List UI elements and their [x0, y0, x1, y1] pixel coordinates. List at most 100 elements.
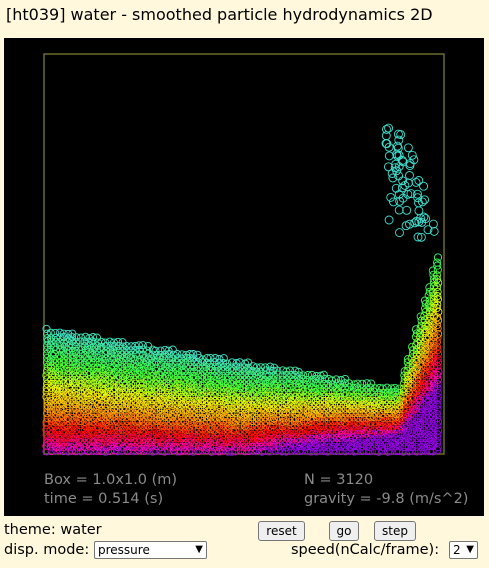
particle — [395, 404, 404, 413]
particle — [340, 379, 349, 388]
particle — [311, 439, 320, 448]
particle — [59, 329, 68, 338]
particle — [265, 447, 274, 456]
particle — [71, 426, 80, 435]
particle — [429, 430, 438, 439]
particle — [298, 426, 307, 435]
particle — [55, 443, 64, 452]
particle — [164, 346, 173, 355]
droplet — [393, 141, 402, 151]
particle — [302, 392, 311, 401]
particle — [152, 379, 161, 388]
particle — [345, 434, 354, 443]
particle — [147, 421, 156, 430]
particle — [261, 417, 270, 426]
particle — [399, 413, 408, 422]
droplet — [398, 193, 408, 203]
go-button[interactable]: go — [329, 521, 359, 541]
particle — [76, 413, 85, 422]
particle — [286, 366, 295, 375]
droplet — [393, 129, 403, 139]
particle — [114, 430, 123, 439]
particle — [302, 396, 311, 405]
particle — [131, 404, 140, 414]
particle — [88, 404, 98, 413]
particle — [63, 408, 72, 418]
particle — [185, 400, 194, 409]
particle — [222, 359, 232, 368]
particle — [248, 413, 257, 422]
particle — [164, 434, 173, 443]
particle — [42, 387, 51, 396]
particle — [92, 376, 101, 385]
particle — [358, 379, 367, 388]
particle — [390, 383, 399, 392]
particle — [211, 354, 220, 363]
particle — [63, 416, 72, 425]
particle — [265, 438, 274, 447]
particle — [433, 405, 442, 414]
particle — [71, 359, 80, 368]
particle — [231, 417, 240, 426]
particle — [88, 384, 97, 393]
droplet — [420, 195, 430, 205]
particle — [46, 358, 55, 367]
particle — [127, 380, 136, 389]
particle — [64, 376, 73, 385]
particle — [420, 443, 429, 452]
particle — [168, 438, 177, 447]
reset-button[interactable]: reset — [258, 521, 305, 541]
particle — [433, 292, 442, 301]
particle — [382, 383, 392, 392]
droplet — [423, 225, 433, 235]
droplet — [410, 218, 420, 228]
particle — [59, 438, 68, 447]
step-button[interactable]: step — [374, 521, 416, 541]
particle — [126, 388, 135, 397]
particle — [185, 371, 194, 381]
particle — [142, 346, 152, 355]
particle — [399, 397, 408, 406]
particle — [63, 421, 72, 430]
particle — [151, 363, 160, 372]
particle — [50, 363, 59, 372]
particle — [433, 300, 442, 309]
particle — [319, 405, 329, 414]
particle — [336, 409, 345, 418]
particle — [214, 366, 223, 375]
particle — [433, 333, 442, 342]
particle — [415, 359, 425, 368]
particle — [298, 384, 307, 393]
particle — [432, 275, 442, 284]
particle — [433, 400, 442, 409]
particle-field — [42, 53, 445, 456]
particle — [67, 434, 76, 443]
droplet — [389, 197, 398, 207]
particle — [59, 447, 68, 456]
droplet — [390, 163, 400, 173]
particle — [110, 417, 119, 426]
particle — [180, 417, 189, 426]
particle — [319, 387, 328, 397]
particle — [433, 261, 442, 270]
particles — [42, 123, 443, 456]
particle — [96, 400, 106, 410]
particle — [287, 371, 296, 380]
droplet — [414, 206, 424, 216]
particle — [126, 404, 135, 413]
particle — [54, 395, 64, 404]
particle — [218, 425, 227, 434]
particle — [281, 413, 290, 422]
particle — [277, 383, 287, 392]
particle — [370, 404, 379, 413]
particle — [261, 371, 270, 380]
particle — [147, 362, 156, 371]
particle — [433, 287, 442, 296]
particle — [160, 447, 169, 456]
disp-mode-select[interactable]: pressure ▼ — [94, 541, 207, 559]
particle — [59, 384, 68, 393]
particle — [71, 388, 80, 397]
speed-select[interactable]: 2 ▼ — [449, 541, 478, 559]
particle — [50, 355, 59, 364]
particle — [164, 384, 173, 393]
